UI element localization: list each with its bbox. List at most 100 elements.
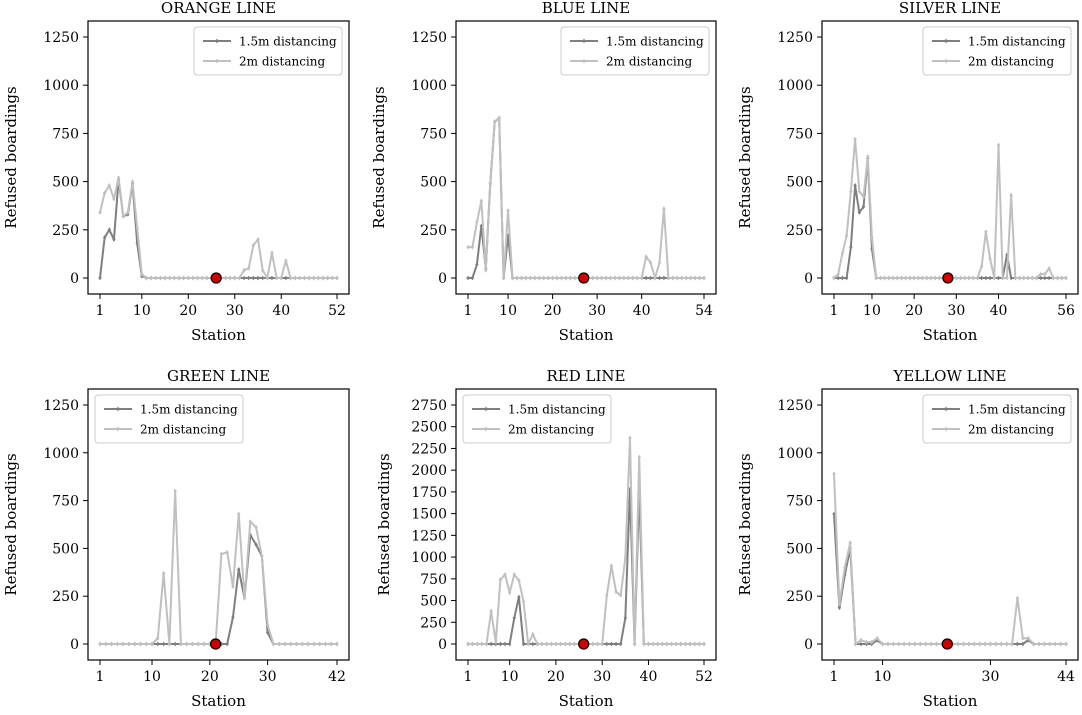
data-point bbox=[983, 641, 987, 647]
data-point bbox=[242, 595, 247, 601]
data-point bbox=[697, 641, 702, 647]
data-point bbox=[853, 641, 858, 647]
data-point bbox=[270, 250, 274, 256]
data-point bbox=[466, 275, 470, 281]
data-point bbox=[247, 265, 251, 271]
y-tick-label: 2250 bbox=[411, 441, 447, 457]
data-point bbox=[186, 275, 190, 281]
x-tick-label: 1 bbox=[464, 303, 473, 319]
data-point bbox=[644, 275, 648, 281]
data-point bbox=[493, 119, 497, 125]
x-tick-label: 56 bbox=[1057, 303, 1075, 319]
data-point bbox=[271, 641, 276, 647]
chart-panel-1: ORANGE LINE 0 250 500 750 1000 1250 1 10 20 30 40 52… bbox=[2, 0, 350, 344]
current-station-marker bbox=[578, 638, 590, 650]
data-point bbox=[912, 275, 916, 281]
data-point bbox=[1013, 275, 1018, 281]
data-point bbox=[626, 275, 631, 281]
data-point bbox=[242, 275, 246, 281]
data-point bbox=[256, 275, 260, 281]
data-point bbox=[688, 641, 692, 647]
data-point bbox=[161, 570, 166, 576]
y-tick-label: 250 bbox=[52, 223, 79, 239]
data-point bbox=[144, 275, 149, 281]
data-point bbox=[260, 275, 265, 281]
legend: 1.5m distancing 2m distancing bbox=[922, 26, 1072, 76]
y-tick-label: 2000 bbox=[411, 463, 447, 479]
y-tick-label: 1250 bbox=[411, 30, 447, 46]
data-point bbox=[1005, 275, 1009, 281]
data-point bbox=[688, 275, 693, 281]
data-point bbox=[564, 275, 568, 281]
chart-title: BLUE LINE bbox=[542, 0, 630, 17]
data-point bbox=[484, 641, 489, 647]
data-point bbox=[195, 275, 200, 281]
y-tick-label: 1250 bbox=[43, 398, 79, 414]
legend-swatch-marker bbox=[215, 58, 219, 64]
data-point bbox=[138, 641, 143, 647]
legend-swatch-marker bbox=[944, 426, 948, 432]
data-point bbox=[265, 622, 270, 628]
data-point bbox=[102, 190, 107, 196]
data-point bbox=[541, 275, 546, 281]
data-point bbox=[832, 471, 836, 477]
data-point bbox=[918, 641, 923, 647]
data-point bbox=[609, 563, 614, 569]
y-tick-label: 1000 bbox=[411, 78, 447, 94]
x-tick-label: 10 bbox=[133, 303, 151, 319]
data-point bbox=[512, 572, 516, 577]
legend-swatch-marker bbox=[215, 38, 219, 44]
data-point bbox=[599, 275, 604, 281]
series-1-5m-distancing bbox=[466, 486, 706, 647]
data-point bbox=[832, 275, 836, 281]
data-point bbox=[934, 641, 939, 647]
data-point bbox=[190, 641, 195, 647]
data-point bbox=[154, 275, 158, 281]
data-point bbox=[857, 210, 862, 215]
data-point bbox=[665, 641, 669, 647]
chart-title: GREEN LINE bbox=[167, 367, 270, 385]
data-point bbox=[693, 641, 697, 647]
data-point bbox=[1047, 265, 1051, 271]
series-2m-distancing bbox=[832, 136, 1068, 281]
data-point bbox=[674, 641, 678, 647]
data-point bbox=[144, 641, 148, 647]
x-tick-label: 20 bbox=[201, 669, 219, 685]
y-tick-label: 0 bbox=[438, 637, 447, 653]
data-point bbox=[907, 641, 912, 647]
series-1-5m-distancing bbox=[832, 156, 1068, 281]
legend-swatch-marker bbox=[944, 406, 948, 412]
data-point bbox=[205, 275, 209, 281]
data-point bbox=[179, 641, 183, 647]
data-point bbox=[590, 275, 595, 281]
data-point bbox=[521, 641, 526, 647]
data-point bbox=[648, 275, 653, 281]
data-point bbox=[127, 641, 131, 647]
y-axis-label: Refused boardings bbox=[370, 86, 388, 228]
chart-title: RED LINE bbox=[547, 367, 626, 385]
data-point bbox=[330, 275, 335, 281]
data-point bbox=[265, 630, 270, 635]
data-point bbox=[628, 486, 632, 492]
data-point bbox=[1060, 275, 1064, 281]
y-tick-label: 2500 bbox=[411, 420, 447, 436]
data-point bbox=[1026, 635, 1030, 641]
x-axis-label: Station bbox=[191, 326, 246, 344]
data-point bbox=[283, 641, 287, 647]
data-point bbox=[109, 641, 114, 647]
data-point bbox=[1053, 641, 1057, 647]
x-tick-label: 44 bbox=[1057, 669, 1075, 685]
data-point bbox=[256, 237, 260, 242]
data-point bbox=[524, 275, 528, 281]
data-point bbox=[1042, 641, 1047, 647]
data-point bbox=[475, 641, 479, 647]
data-point bbox=[836, 271, 840, 277]
legend: 1.5m distancing 2m distancing bbox=[94, 394, 244, 444]
data-point bbox=[307, 275, 311, 281]
data-point bbox=[1034, 275, 1039, 281]
y-tick-label: 1750 bbox=[411, 485, 447, 501]
x-tick-label: 30 bbox=[982, 669, 1000, 685]
data-point bbox=[994, 641, 998, 647]
data-point bbox=[515, 275, 519, 281]
data-point bbox=[1026, 275, 1030, 281]
